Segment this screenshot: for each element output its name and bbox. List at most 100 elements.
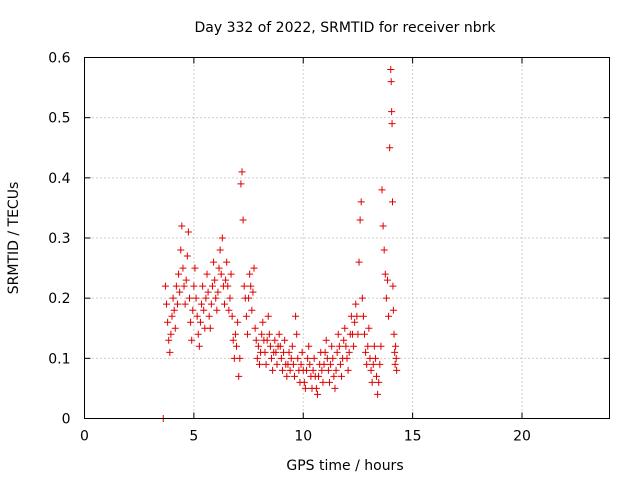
data-point [336, 360, 344, 368]
data-point [388, 120, 396, 128]
data-point [178, 222, 186, 230]
data-point [242, 312, 250, 320]
data-point [243, 330, 251, 338]
data-point [365, 324, 373, 332]
data-point [205, 312, 213, 320]
data-point [206, 324, 214, 332]
y-tick-label-0.2: 0.2 [48, 291, 70, 307]
data-point [392, 342, 400, 350]
data-point [330, 372, 338, 380]
data-point [268, 354, 276, 362]
data-point [199, 282, 207, 290]
data-point [301, 384, 309, 392]
y-tick-label-0: 0 [62, 412, 71, 428]
data-point [291, 372, 298, 380]
chart-title: Day 332 of 2022, SRMTID for receiver nbr… [194, 20, 496, 36]
data-point [312, 384, 320, 392]
data-point [390, 330, 398, 338]
data-point [286, 366, 294, 374]
data-point [250, 264, 258, 272]
data-point [294, 354, 302, 362]
data-point [195, 342, 203, 350]
data-point [272, 348, 280, 356]
data-point [228, 312, 236, 320]
y-tick-label-0.1: 0.1 [48, 351, 70, 367]
data-point [164, 318, 172, 326]
data-point [224, 282, 232, 290]
data-point [171, 324, 179, 332]
data-point [163, 300, 171, 308]
data-point [173, 300, 181, 308]
data-point [303, 366, 311, 374]
data-point [389, 282, 397, 290]
y-tick-label-0.4: 0.4 [48, 171, 70, 187]
data-point [392, 354, 400, 362]
data-point [322, 336, 330, 344]
data-point [315, 372, 323, 380]
data-point [172, 282, 180, 290]
data-point [332, 366, 340, 374]
data-point [313, 390, 321, 398]
data-point [380, 246, 388, 254]
data-point [381, 270, 389, 278]
data-point [345, 348, 353, 356]
data-point [289, 360, 297, 368]
data-point [248, 306, 256, 314]
data-point [247, 282, 255, 290]
data-point [198, 300, 206, 308]
data-point [161, 282, 169, 290]
data-point [376, 360, 384, 368]
data-point [208, 282, 216, 290]
x-tick-label-10: 10 [294, 429, 312, 445]
data-point [343, 354, 351, 362]
data-point [344, 366, 352, 374]
data-point [357, 198, 365, 206]
data-point [387, 78, 395, 86]
x-tick-labels: 0 5 10 15 20 [80, 429, 531, 445]
grid [84, 57, 610, 419]
data-point [288, 342, 296, 350]
data-point [238, 168, 246, 176]
data-point [362, 348, 370, 356]
data-point [278, 366, 286, 374]
data-point [200, 306, 208, 314]
data-point [385, 312, 393, 320]
data-points [159, 66, 401, 422]
data-point [275, 330, 283, 338]
data-point [375, 378, 383, 386]
x-tick-label-15: 15 [404, 429, 422, 445]
data-point [353, 312, 361, 320]
data-point [166, 348, 174, 356]
data-point [240, 282, 248, 290]
data-point [387, 66, 395, 74]
data-point [273, 360, 281, 368]
data-point [389, 198, 396, 206]
data-point [169, 294, 177, 302]
data-point [391, 348, 399, 356]
data-point [264, 312, 272, 320]
data-point [310, 354, 318, 362]
data-point [180, 282, 188, 290]
data-point [368, 378, 376, 386]
data-point [367, 366, 375, 374]
data-point [177, 246, 185, 254]
data-point [377, 342, 385, 350]
data-point [210, 258, 218, 266]
data-point [338, 372, 346, 380]
data-point [246, 270, 254, 278]
data-point [231, 330, 239, 338]
data-point [176, 288, 184, 296]
data-point [226, 294, 234, 302]
data-point [236, 354, 244, 362]
data-point [252, 336, 260, 344]
data-point [202, 294, 210, 302]
data-point [212, 294, 220, 302]
data-point [304, 354, 312, 362]
data-point [363, 360, 371, 368]
data-point [386, 144, 394, 152]
data-point [285, 348, 293, 356]
data-point [235, 372, 243, 380]
data-point [300, 378, 308, 386]
data-point [292, 312, 300, 320]
